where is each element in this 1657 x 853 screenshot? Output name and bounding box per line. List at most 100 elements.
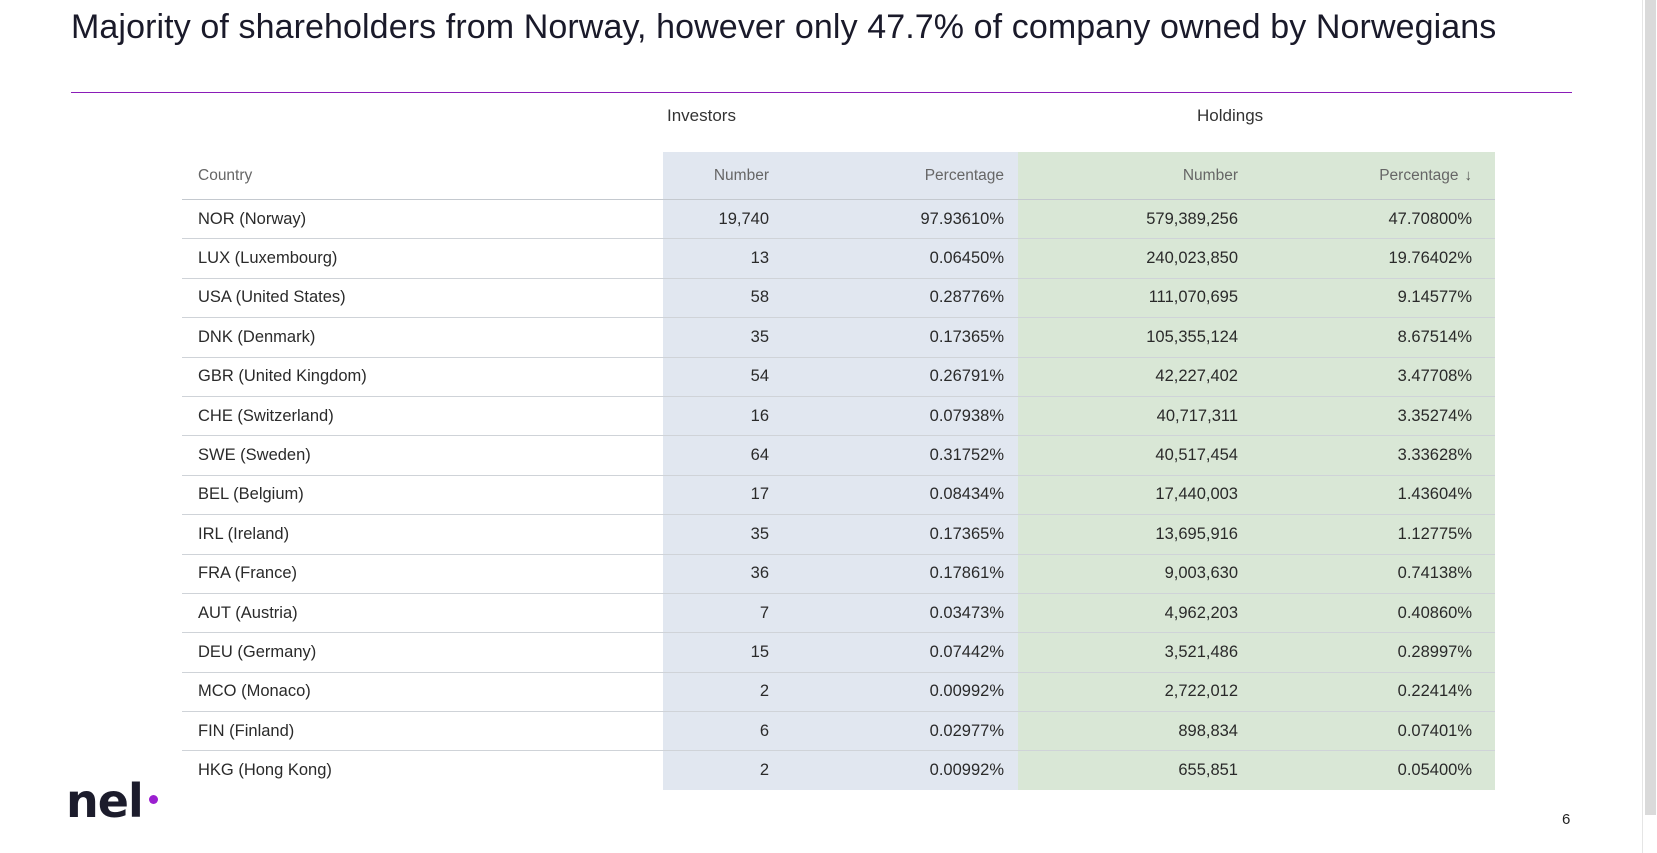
holdings-column-background — [1018, 152, 1495, 790]
cell-country: GBR (United Kingdom) — [198, 367, 367, 386]
investors-column-background — [663, 152, 1018, 790]
cell-investors-number: 36 — [750, 564, 769, 583]
cell-country: BEL (Belgium) — [198, 485, 304, 504]
cell-investors-percentage: 0.17365% — [929, 327, 1004, 346]
cell-holdings-number: 898,834 — [1178, 721, 1238, 740]
cell-investors-number: 17 — [750, 485, 769, 504]
cell-investors-percentage: 0.28776% — [929, 288, 1004, 307]
cell-investors-percentage: 97.93610% — [920, 209, 1005, 228]
cell-investors-number: 19,740 — [718, 209, 769, 228]
cell-holdings-number: 9,003,630 — [1164, 564, 1238, 583]
header-investors-number[interactable]: Number — [713, 166, 769, 184]
cell-holdings-number: 4,962,203 — [1164, 603, 1238, 622]
cell-country: HKG (Hong Kong) — [198, 761, 332, 780]
cell-holdings-number: 40,717,311 — [1156, 406, 1238, 425]
cell-holdings-percentage: 19.76402% — [1388, 249, 1473, 268]
cell-holdings-number: 2,722,012 — [1164, 682, 1238, 701]
table-row: FRA (France) 36 0.17861% 9,003,630 0.74138% — [182, 555, 1495, 594]
cell-holdings-percentage: 0.74138% — [1397, 564, 1472, 583]
cell-country: FRA (France) — [198, 564, 298, 583]
cell-investors-number: 35 — [750, 327, 769, 346]
cell-holdings-number: 42,227,402 — [1155, 367, 1238, 386]
cell-investors-percentage: 0.03473% — [929, 603, 1004, 622]
table-row: GBR (United Kingdom) 54 0.26791% 42,227,402… — [182, 358, 1495, 397]
cell-holdings-percentage: 0.40860% — [1397, 603, 1472, 622]
table-row: DNK (Denmark) 35 0.17365% 105,355,124 8.6751… — [182, 318, 1495, 358]
table-row: DEU (Germany) 15 0.07442% 3,521,486 0.28997% — [182, 633, 1495, 673]
cell-investors-number: 13 — [750, 249, 769, 268]
cell-country: USA (United States) — [198, 288, 346, 307]
cell-investors-number: 64 — [750, 446, 769, 465]
cell-holdings-number: 579,389,256 — [1146, 209, 1238, 228]
cell-investors-number: 7 — [759, 603, 769, 622]
sort-descending-icon: ↓ — [1464, 166, 1473, 184]
cell-country: LUX (Luxembourg) — [198, 249, 338, 268]
cell-country: SWE (Sweden) — [198, 446, 311, 465]
table-row: USA (United States) 58 0.28776% 111,070,695… — [182, 279, 1495, 319]
cell-country: DNK (Denmark) — [198, 327, 316, 346]
cell-holdings-percentage: 0.05400% — [1397, 761, 1472, 780]
table-row: CHE (Switzerland) 16 0.07938% 40,717,311 3.3… — [182, 397, 1495, 437]
cell-holdings-percentage: 3.47708% — [1397, 367, 1472, 386]
header-investors-percentage[interactable]: Percentage — [924, 166, 1004, 184]
cell-holdings-percentage: 9.14577% — [1397, 288, 1472, 307]
cell-country: IRL (Ireland) — [198, 524, 290, 543]
cell-holdings-number: 240,023,850 — [1146, 249, 1238, 268]
table-row: HKG (Hong Kong) 2 0.00992% 655,851 0.05400% — [182, 751, 1495, 789]
cell-investors-number: 2 — [759, 761, 769, 780]
cell-holdings-number: 40,517,454 — [1155, 446, 1238, 465]
cell-investors-percentage: 0.02977% — [929, 721, 1004, 740]
cell-investors-percentage: 0.07938% — [929, 406, 1004, 425]
title-divider — [71, 92, 1572, 93]
cell-holdings-percentage: 0.28997% — [1397, 642, 1472, 661]
slide-title: Majority of shareholders from Norway, ho… — [71, 8, 1497, 46]
table-row: BEL (Belgium) 17 0.08434% 17,440,003 1.43604… — [182, 476, 1495, 516]
cell-investors-number: 15 — [750, 642, 769, 661]
cell-country: AUT (Austria) — [198, 603, 298, 622]
cell-investors-number: 54 — [750, 367, 769, 386]
cell-investors-number: 35 — [750, 524, 769, 543]
cell-investors-percentage: 0.00992% — [929, 682, 1004, 701]
cell-holdings-percentage: 3.35274% — [1397, 406, 1472, 425]
cell-investors-number: 2 — [759, 682, 769, 701]
cell-holdings-percentage: 0.22414% — [1397, 682, 1472, 701]
shareholder-table: Country Number Percentage Number Percent… — [182, 152, 1495, 790]
table-row: IRL (Ireland) 35 0.17365% 13,695,916 1.12775… — [182, 515, 1495, 555]
table-header-row: Country Number Percentage Number Percent… — [182, 152, 1495, 200]
cell-investors-percentage: 0.07442% — [929, 642, 1004, 661]
cell-investors-percentage: 0.17365% — [929, 524, 1004, 543]
header-holdings-percentage[interactable]: Percentage ↓ — [1261, 167, 1495, 185]
scrollbar-thumb[interactable] — [1645, 0, 1656, 815]
cell-investors-percentage: 0.17861% — [929, 564, 1004, 583]
cell-investors-percentage: 0.26791% — [929, 367, 1004, 386]
cell-holdings-number: 13,695,916 — [1155, 524, 1238, 543]
cell-holdings-percentage: 3.33628% — [1397, 446, 1472, 465]
table-row: LUX (Luxembourg) 13 0.06450% 240,023,850 19.… — [182, 239, 1495, 279]
logo-wordmark: nel — [66, 774, 144, 828]
vertical-scrollbar[interactable] — [1642, 0, 1657, 853]
cell-country: NOR (Norway) — [198, 209, 307, 228]
table-row: SWE (Sweden) 64 0.31752% 40,517,454 3.33628% — [182, 436, 1495, 476]
logo-dot-icon — [148, 795, 158, 804]
page-number: 6 — [1562, 811, 1571, 828]
cell-holdings-number: 111,070,695 — [1148, 288, 1238, 307]
cell-country: FIN (Finland) — [198, 721, 295, 740]
cell-holdings-percentage: 0.07401% — [1397, 721, 1472, 740]
cell-holdings-number: 655,851 — [1178, 761, 1238, 780]
cell-holdings-number: 17,440,003 — [1155, 485, 1238, 504]
cell-country: DEU (Germany) — [198, 642, 317, 661]
cell-investors-number: 16 — [750, 406, 769, 425]
cell-investors-percentage: 0.31752% — [929, 446, 1004, 465]
cell-holdings-percentage: 8.67514% — [1397, 327, 1472, 346]
cell-country: MCO (Monaco) — [198, 682, 311, 701]
header-country[interactable]: Country — [198, 166, 253, 184]
cell-holdings-percentage: 1.43604% — [1397, 485, 1472, 504]
cell-country: CHE (Switzerland) — [198, 406, 334, 425]
cell-investors-percentage: 0.06450% — [929, 249, 1004, 268]
table-row: AUT (Austria) 7 0.03473% 4,962,203 0.40860% — [182, 594, 1495, 634]
table-row: NOR (Norway) 19,740 97.93610% 579,389,256 47… — [182, 200, 1495, 240]
holdings-group-label: Holdings — [1197, 106, 1264, 125]
cell-investors-number: 6 — [759, 721, 769, 740]
header-holdings-number[interactable]: Number — [1182, 166, 1238, 184]
